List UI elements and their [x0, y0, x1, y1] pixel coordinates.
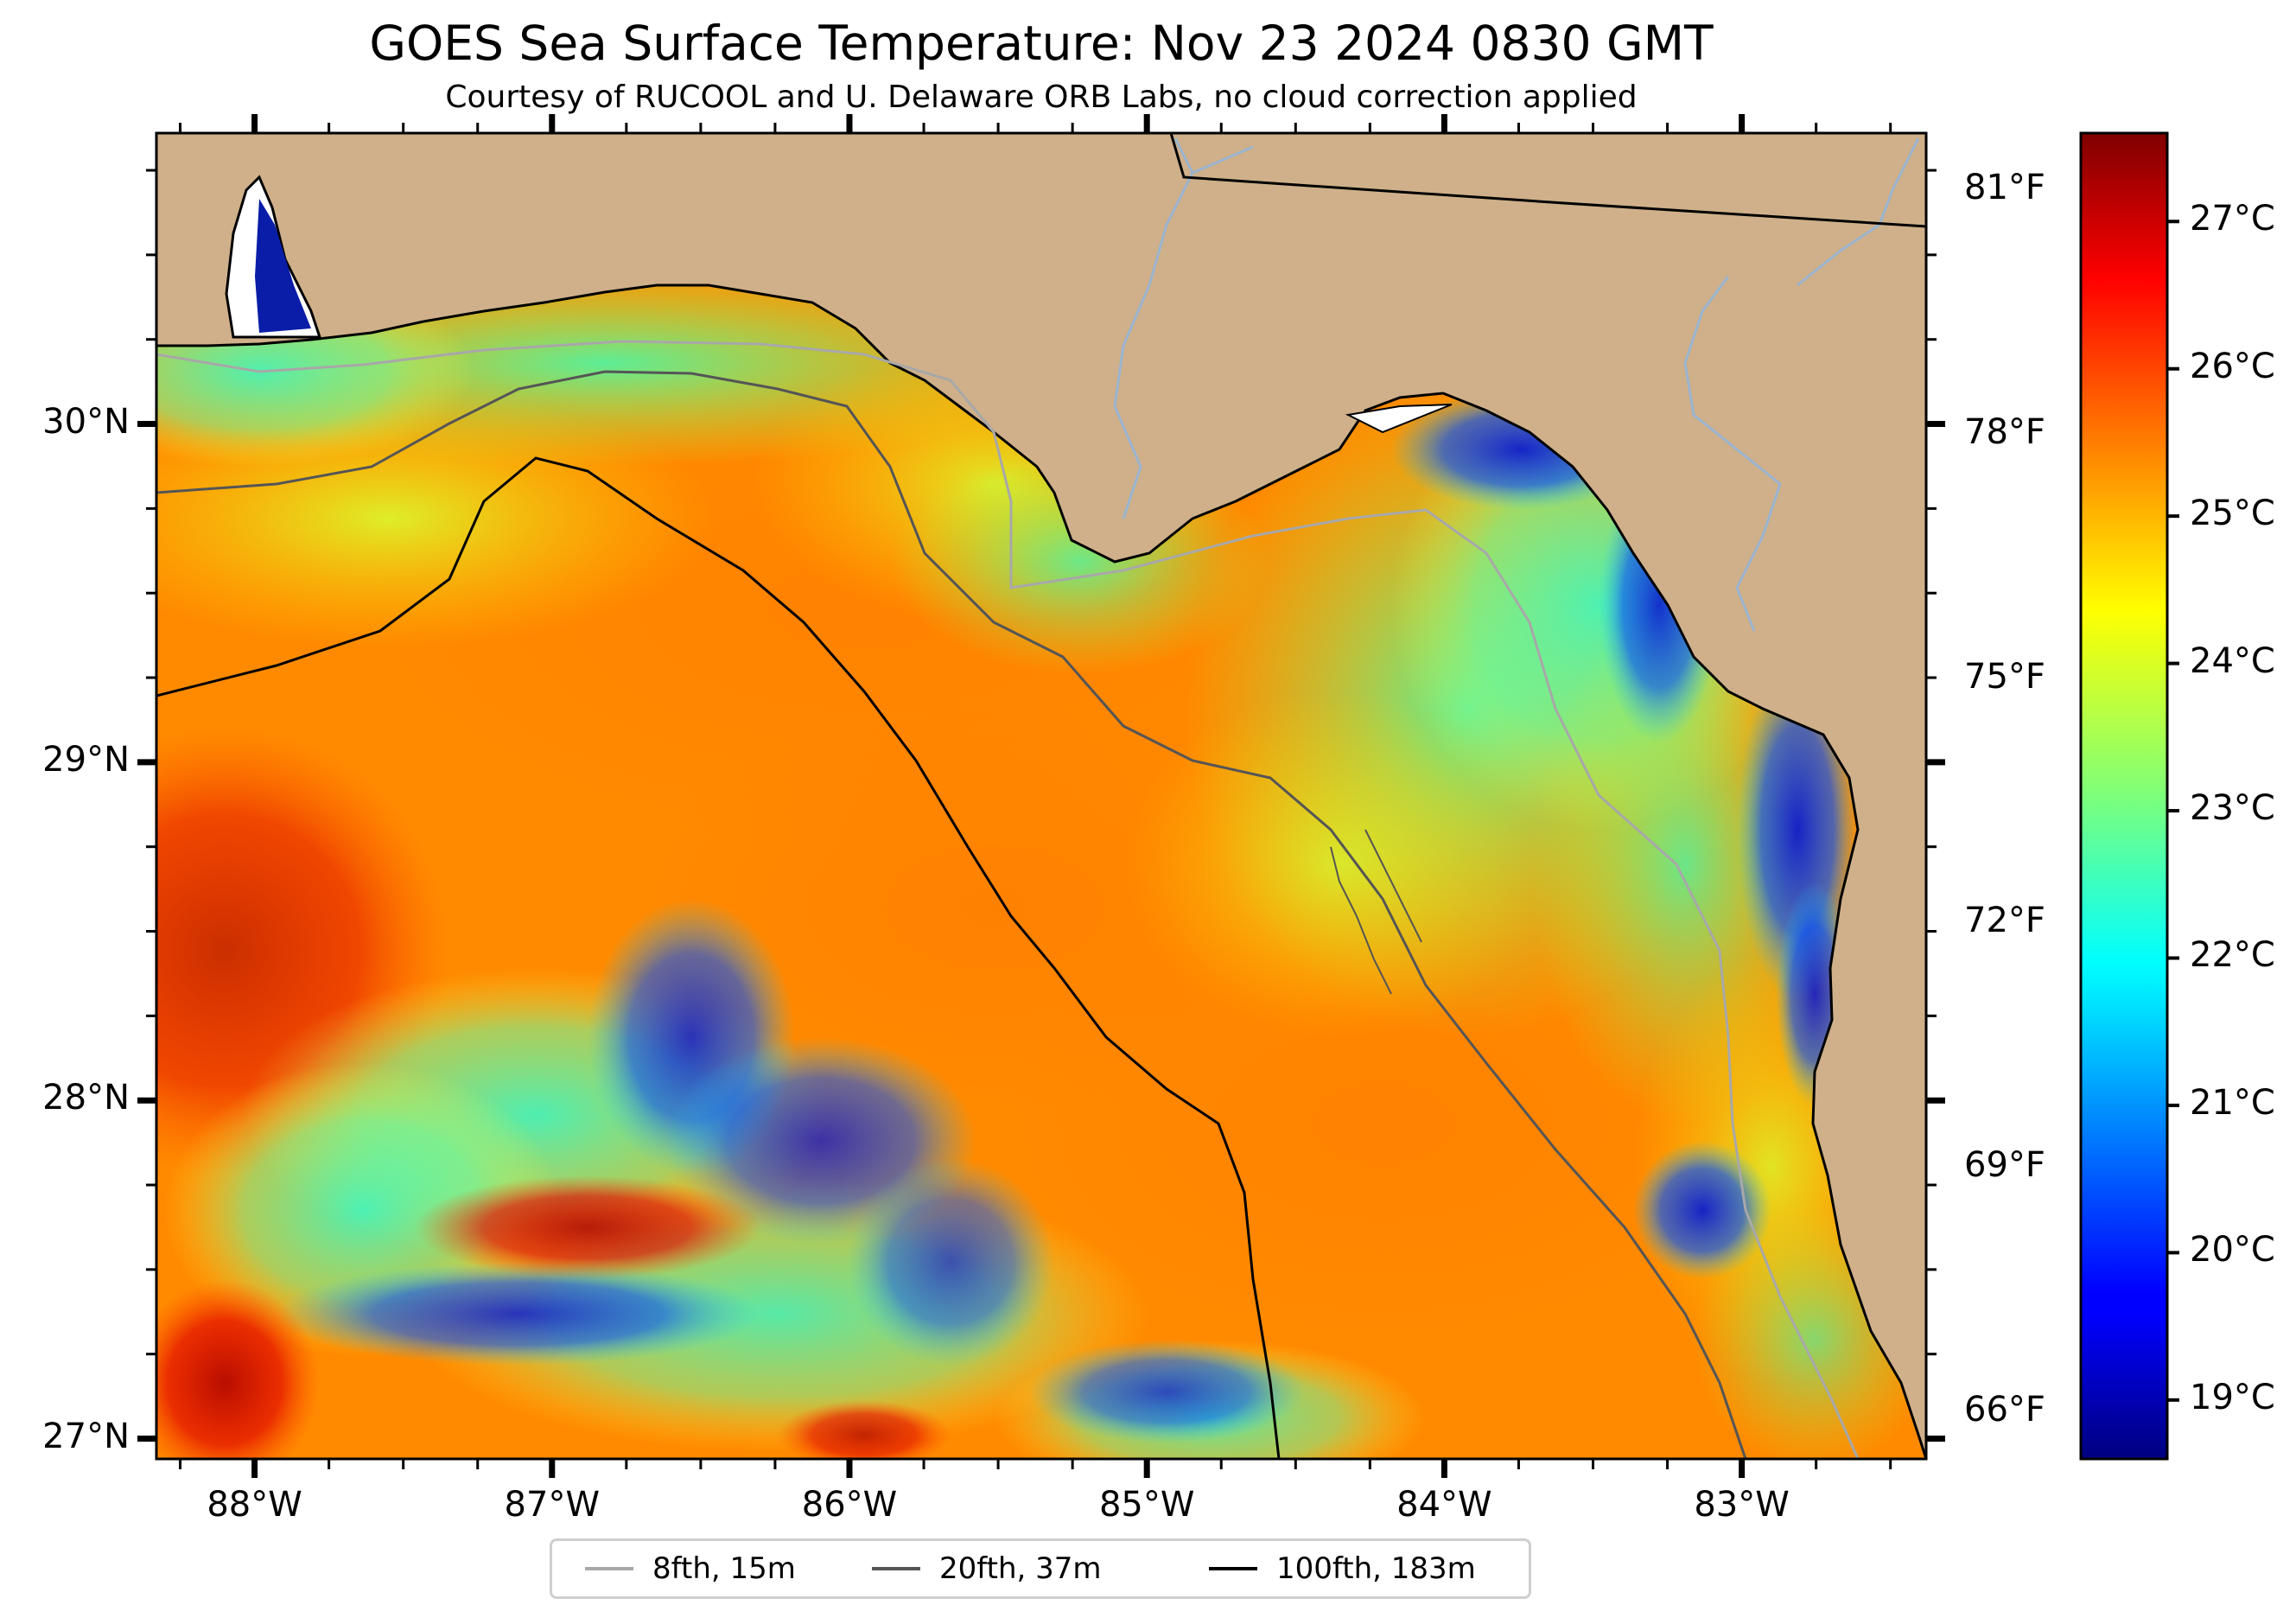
colorbar	[2079, 131, 2179, 1461]
y-right-tick-label: 75°F	[1964, 656, 2045, 697]
x-tick-label: 85°W	[1098, 1485, 1195, 1525]
legend-line-100fth	[1209, 1567, 1257, 1570]
coastal-nodata	[1345, 404, 1453, 434]
x-tick-label: 86°W	[801, 1485, 898, 1525]
legend-line-20fth	[872, 1567, 920, 1570]
y-tick-label: 29°N	[42, 739, 130, 780]
colorbar-tick-label: 24°C	[2190, 640, 2275, 681]
legend-label-8fth: 8fth, 15m	[652, 1551, 796, 1586]
x-tick-label: 83°W	[1694, 1485, 1790, 1525]
colorbar-tick-label: 27°C	[2190, 199, 2275, 239]
legend-item-100fth: 100fth, 183m	[1209, 1541, 1476, 1596]
map-frame	[155, 131, 1928, 1461]
legend-line-8fth	[585, 1567, 633, 1570]
y-right-tick-label: 66°F	[1964, 1390, 2045, 1430]
colorbar-gradient	[2079, 131, 2169, 1461]
y-right-tick-label: 78°F	[1964, 411, 2045, 452]
colorbar-tick-label: 19°C	[2190, 1377, 2275, 1417]
x-tick-label: 84°W	[1396, 1485, 1492, 1525]
y-tick-label: 30°N	[42, 401, 130, 442]
y-right-tick-label: 72°F	[1964, 901, 2045, 941]
contour-20fth	[156, 370, 1747, 1459]
x-tick-label: 88°W	[207, 1485, 302, 1525]
legend-label-20fth: 20fth, 37m	[939, 1551, 1102, 1586]
axis-ticks	[137, 114, 1945, 1478]
legend-label-100fth: 100fth, 183m	[1276, 1551, 1476, 1586]
colorbar-tick-label: 22°C	[2190, 935, 2275, 976]
chart-subtitle: Courtesy of RUCOOL and U. Delaware ORB L…	[445, 80, 1638, 115]
legend-item-20fth: 20fth, 37m	[872, 1541, 1102, 1596]
y-right-tick-label: 81°F	[1964, 168, 2045, 207]
x-tick-label: 87°W	[504, 1485, 600, 1525]
land-mass	[156, 133, 1926, 1459]
colorbar-tick-label: 23°C	[2190, 788, 2275, 829]
colorbar-tick-label: 26°C	[2190, 346, 2275, 386]
colorbar-tick-label: 25°C	[2190, 494, 2275, 534]
map-panel	[156, 133, 1926, 1459]
y-right-tick-label: 69°F	[1964, 1145, 2045, 1186]
legend-item-8fth: 8fth, 15m	[585, 1541, 796, 1596]
chart-title: GOES Sea Surface Temperature: Nov 23 202…	[369, 16, 1714, 71]
colorbar-tick-label: 20°C	[2190, 1230, 2275, 1271]
y-tick-label: 28°N	[42, 1078, 130, 1118]
contour-100fth	[156, 456, 1281, 1459]
colorbar-tick-label: 21°C	[2190, 1082, 2275, 1123]
contour-legend: 8fth, 15m 20fth, 37m 100fth, 183m	[550, 1538, 1531, 1599]
contour-8fth	[156, 340, 1860, 1459]
state-boundary	[1169, 133, 1926, 228]
y-tick-label: 27°N	[42, 1416, 130, 1456]
colorbar-ticks	[2167, 220, 2179, 1402]
coastal-islands	[1330, 829, 1422, 995]
